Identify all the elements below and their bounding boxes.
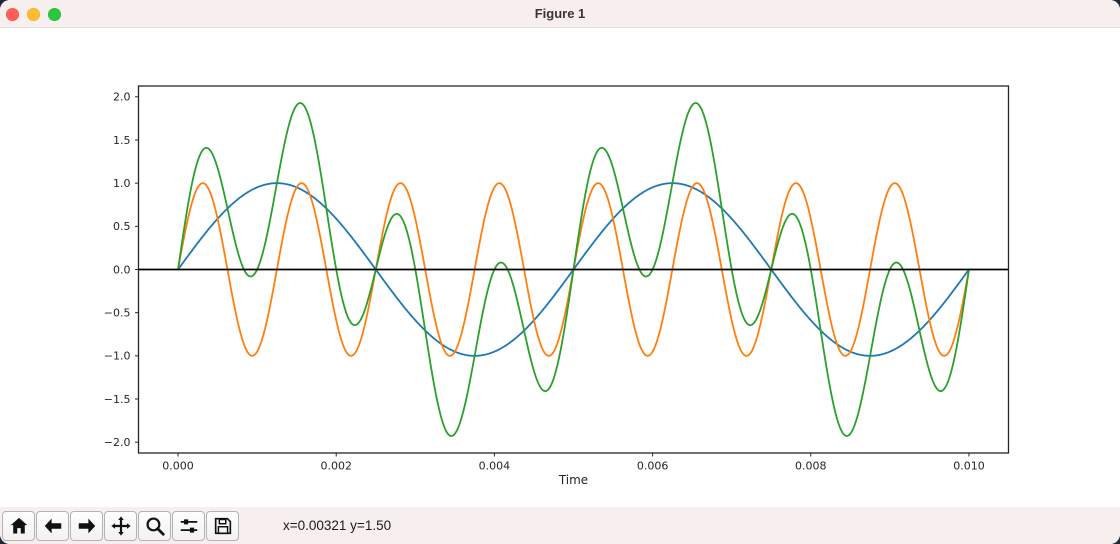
zoom-button[interactable] bbox=[48, 7, 61, 21]
forward-button[interactable] bbox=[70, 510, 103, 541]
close-button[interactable] bbox=[6, 7, 19, 21]
forward-icon bbox=[78, 518, 95, 533]
x-tick-label: 0.002 bbox=[320, 460, 352, 473]
x-axis-label: Time bbox=[558, 473, 588, 487]
y-tick-label: −2.0 bbox=[104, 436, 131, 449]
x-tick-label: 0.000 bbox=[162, 460, 194, 473]
save-icon bbox=[214, 517, 231, 534]
y-tick-label: 0.0 bbox=[113, 263, 131, 276]
y-tick-label: 0.5 bbox=[113, 220, 131, 233]
zoom-rect-button[interactable] bbox=[138, 510, 171, 541]
cursor-coordinates: x=0.00321 y=1.50 bbox=[283, 518, 392, 533]
window-title: Figure 1 bbox=[534, 6, 586, 21]
back-button[interactable] bbox=[36, 510, 69, 541]
window-controls bbox=[6, 0, 69, 28]
zoom-icon bbox=[145, 516, 165, 536]
home-button[interactable] bbox=[2, 510, 35, 541]
titlebar[interactable]: Figure 1 bbox=[0, 0, 1120, 28]
pan-icon bbox=[110, 515, 131, 536]
nav-toolbar: x=0.00321 y=1.50 bbox=[0, 507, 1120, 544]
pan-button[interactable] bbox=[104, 510, 137, 541]
home-icon bbox=[10, 517, 27, 534]
save-button[interactable] bbox=[206, 510, 239, 541]
y-tick-label: 1.0 bbox=[113, 177, 131, 190]
plot-area: 0.000 0.002 0.004 0.006 0.008 0.010 2.0 1.5 1.0 0… bbox=[0, 28, 1120, 507]
x-tick-label: 0.006 bbox=[637, 460, 669, 473]
y-tick-label: −1.5 bbox=[104, 393, 131, 406]
y-tick-label: 1.5 bbox=[113, 134, 131, 147]
x-tick-label: 0.008 bbox=[795, 460, 827, 473]
x-tick-label: 0.004 bbox=[479, 460, 511, 473]
x-tick-label: 0.010 bbox=[953, 460, 985, 473]
configure-subplots-button[interactable] bbox=[172, 510, 205, 541]
y-tick-label: 2.0 bbox=[113, 91, 131, 104]
y-tick-label: −1.0 bbox=[104, 350, 131, 363]
minimize-button[interactable] bbox=[27, 7, 40, 21]
subplots-icon bbox=[180, 518, 197, 533]
figure-canvas[interactable]: 0.000 0.002 0.004 0.006 0.008 0.010 2.0 1.5 1.0 0… bbox=[0, 28, 1120, 507]
y-tick-label: −0.5 bbox=[104, 306, 131, 319]
axes-box bbox=[137, 85, 1010, 454]
back-icon bbox=[44, 518, 61, 533]
